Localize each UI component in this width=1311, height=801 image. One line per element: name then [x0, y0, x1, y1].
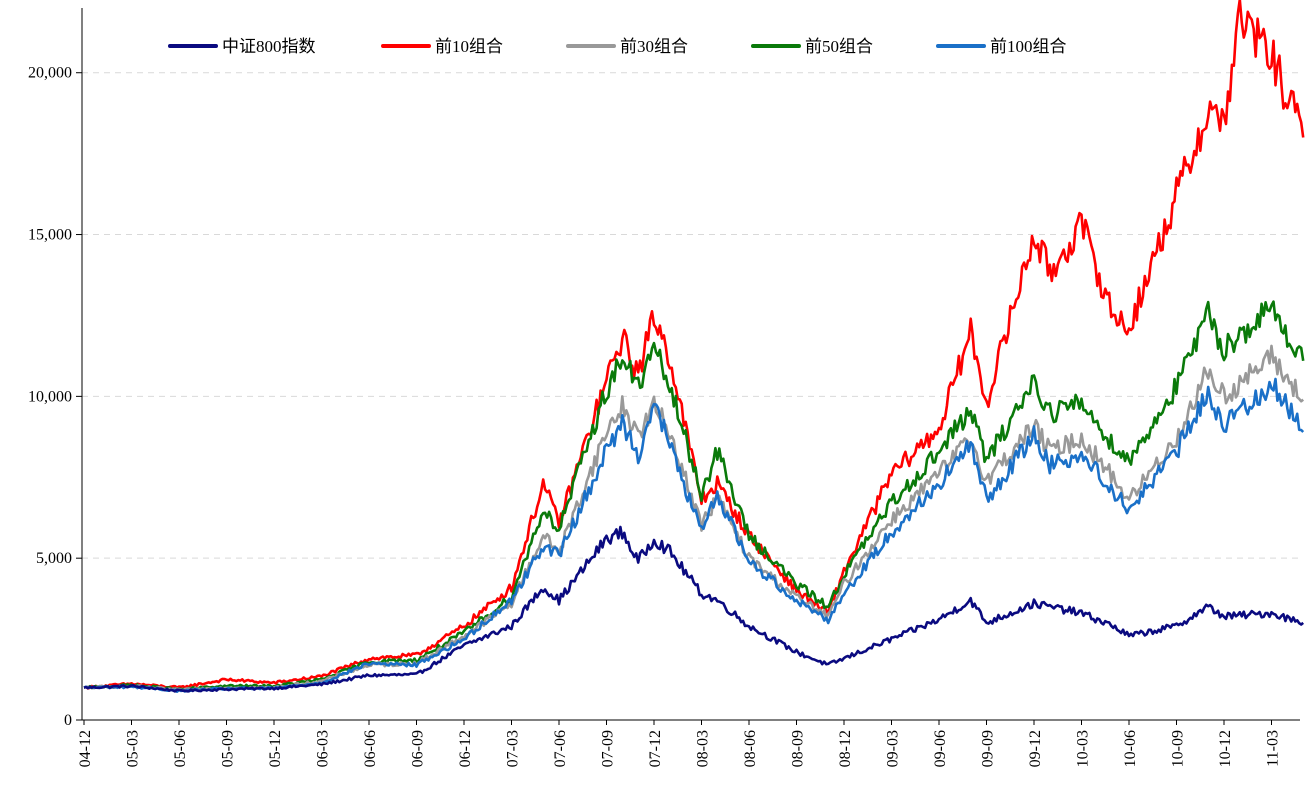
y-tick-label: 20,000 [28, 65, 72, 82]
series-line-2 [83, 344, 1305, 692]
legend-label: 前50组合 [805, 37, 873, 56]
x-tick-label: 09-12 [1027, 730, 1044, 767]
legend: 中证800指数 前10组合 前30组合 前50组合 前100组合 [168, 37, 1067, 56]
x-tick-label: 09-03 [885, 730, 902, 767]
x-tick-label: 08-03 [695, 730, 712, 767]
legend-label: 前100组合 [990, 37, 1067, 56]
x-tick-label: 06-09 [410, 730, 427, 767]
x-tick-label: 06-03 [315, 730, 332, 767]
y-tick-label: 15,000 [28, 227, 72, 244]
series-line-4 [83, 377, 1305, 693]
x-tick-label: 08-06 [742, 730, 759, 767]
x-tick-label: 05-06 [172, 730, 189, 767]
x-tick-label: 10-12 [1217, 730, 1234, 767]
x-tick-label: 10-03 [1075, 730, 1092, 767]
x-axis: 04-12 05-03 05-06 05-09 05-12 06-03 06-06 06-09… [77, 719, 1300, 767]
legend-label: 前10组合 [435, 37, 503, 56]
y-axis: 0 5,000 10,000 15,000 20,000 [28, 8, 83, 729]
x-tick-label: 07-09 [600, 730, 617, 767]
series-line-0 [83, 525, 1305, 693]
grid-lines [82, 72, 1300, 559]
y-tick-label: 10,000 [28, 388, 72, 405]
series-lines [83, 0, 1305, 693]
x-tick-label: 06-06 [362, 730, 379, 767]
x-tick-label: 08-12 [837, 730, 854, 767]
x-tick-label: 05-12 [267, 730, 284, 767]
series-line-1 [83, 0, 1305, 690]
x-tick-label: 05-03 [125, 730, 142, 767]
x-tick-label: 09-09 [980, 730, 997, 767]
x-tick-label: 10-06 [1122, 730, 1139, 767]
legend-label: 前30组合 [620, 37, 688, 56]
x-tick-label: 07-12 [647, 730, 664, 767]
x-tick-label: 07-06 [552, 730, 569, 767]
x-tick-label: 07-03 [505, 730, 522, 767]
x-tick-label: 04-12 [77, 730, 94, 767]
y-tick-label: 0 [64, 712, 72, 729]
legend-label: 中证800指数 [222, 37, 316, 56]
x-tick-label: 09-06 [932, 730, 949, 767]
series-line-3 [83, 300, 1305, 691]
x-tick-label: 10-09 [1170, 730, 1187, 767]
x-tick-label: 08-09 [790, 730, 807, 767]
x-tick-label: 05-09 [220, 730, 237, 767]
x-tick-label: 11-03 [1265, 730, 1282, 767]
y-tick-label: 5,000 [36, 550, 72, 567]
x-tick-label: 06-12 [457, 730, 474, 767]
